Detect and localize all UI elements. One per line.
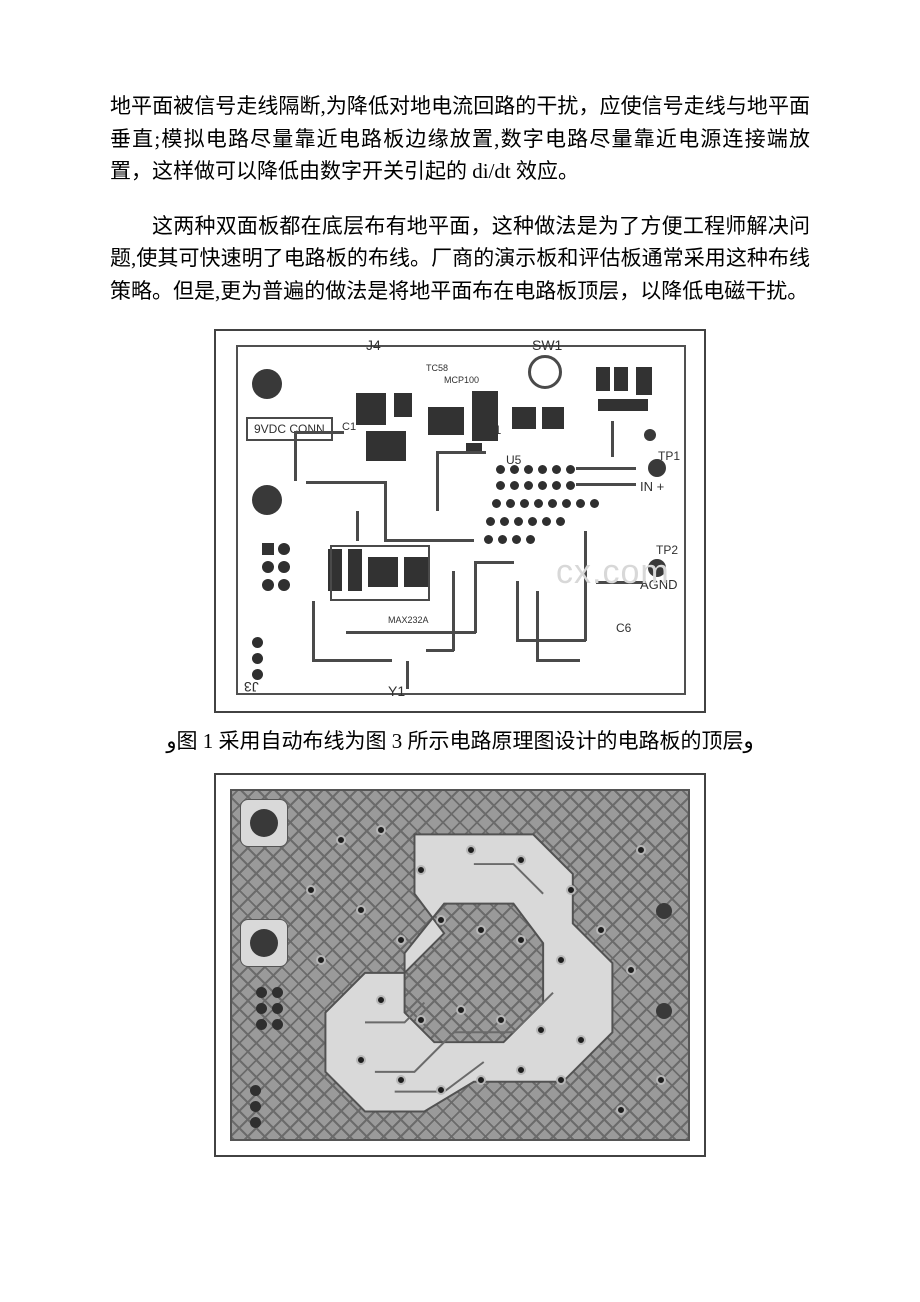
pcb-top-layer-figure: J4 SW1 9VDC CONN TC58 MCP100 C1 L1 U5 TP… [214, 329, 706, 713]
paragraph-1: 地平面被信号走线隔断,为降低对地电流回路的干扰，应使信号走线与地平面垂直;模拟电… [110, 90, 810, 188]
caption-glyph-left: و [166, 729, 176, 753]
figure-1-wrap: J4 SW1 9VDC CONN TC58 MCP100 C1 L1 U5 TP… [110, 329, 810, 713]
paragraph-2: 这两种双面板都在底层布有地平面，这种做法是为了方便工程师解决问题,使其可快速明了… [110, 210, 810, 308]
label-in-plus: IN + [640, 479, 664, 494]
smd-block [542, 407, 564, 429]
label-j3: J3 [244, 679, 259, 695]
label-y1: Y1 [388, 683, 405, 699]
smd-block [394, 393, 412, 417]
hdr-pad [262, 543, 274, 555]
smd-block [366, 431, 406, 461]
label-j4: J4 [366, 337, 381, 353]
label-sw1: SW1 [532, 337, 562, 353]
smd-block [472, 391, 498, 441]
smd-block [596, 367, 610, 391]
document-page: 地平面被信号走线隔断,为降低对地电流回路的干扰，应使信号走线与地平面垂直;模拟电… [0, 0, 920, 1229]
smd-block [512, 407, 536, 429]
label-mcp100: MCP100 [444, 375, 479, 385]
caption-1-text: 图 1 采用自动布线为图 3 所示电路原理图设计的电路板的顶层 [177, 729, 744, 753]
label-tp2: TP2 [656, 543, 678, 557]
smd-block [598, 399, 648, 411]
smd-block [356, 393, 386, 425]
caption-glyph-right: و [744, 729, 754, 753]
smd-block [636, 367, 652, 395]
label-9vdc-conn: 9VDC CONN [246, 417, 333, 441]
smd-block [614, 367, 628, 391]
ic-outline [330, 545, 430, 601]
label-c6: C6 [616, 621, 631, 635]
figure-1-caption: و图 1 采用自动布线为图 3 所示电路原理图设计的电路板的顶层و [110, 725, 810, 755]
label-agnd: AGND [640, 577, 678, 592]
label-max232a: MAX232A [388, 615, 429, 625]
label-tc58: TC58 [426, 363, 448, 373]
pcb-bottom-layer-figure [214, 773, 706, 1157]
smd-block [428, 407, 464, 435]
label-c1: C1 [342, 421, 356, 433]
figure-2-wrap [110, 773, 810, 1157]
